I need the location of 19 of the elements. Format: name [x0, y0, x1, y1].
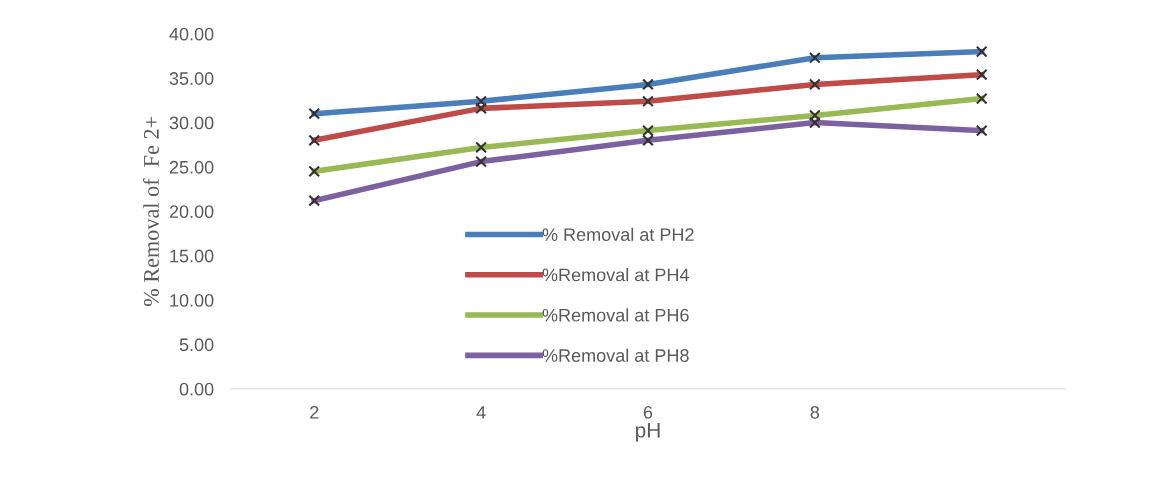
y-tick-label: 40.00	[169, 27, 214, 41]
x-tick-label: 8	[810, 405, 820, 419]
legend-label: % Removal at PH2	[542, 227, 694, 241]
y-tick-label: 35.00	[169, 72, 214, 85]
legend-label: %Removal at PH4	[542, 268, 689, 282]
y-tick-label: 20.00	[169, 205, 214, 219]
y-tick-label: 30.00	[169, 116, 214, 130]
legend-label: %Removal at PH6	[542, 308, 689, 322]
y-axis-title: % Removal of Fe 2+	[143, 116, 159, 306]
x-axis-title: pH	[636, 423, 660, 442]
x-tick-label: 2	[310, 405, 319, 419]
y-tick-label: 15.00	[170, 249, 214, 263]
y-tick-label: 10.00	[170, 294, 214, 307]
legend-label: %Removal at PH8	[542, 348, 689, 362]
x-tick-label: 4	[476, 406, 486, 419]
y-tick-label: 5.00	[179, 338, 214, 352]
y-tick-label: 0.00	[179, 382, 214, 396]
y-tick-label: 25.00	[169, 160, 214, 174]
x-tick-label: 6	[643, 405, 653, 419]
